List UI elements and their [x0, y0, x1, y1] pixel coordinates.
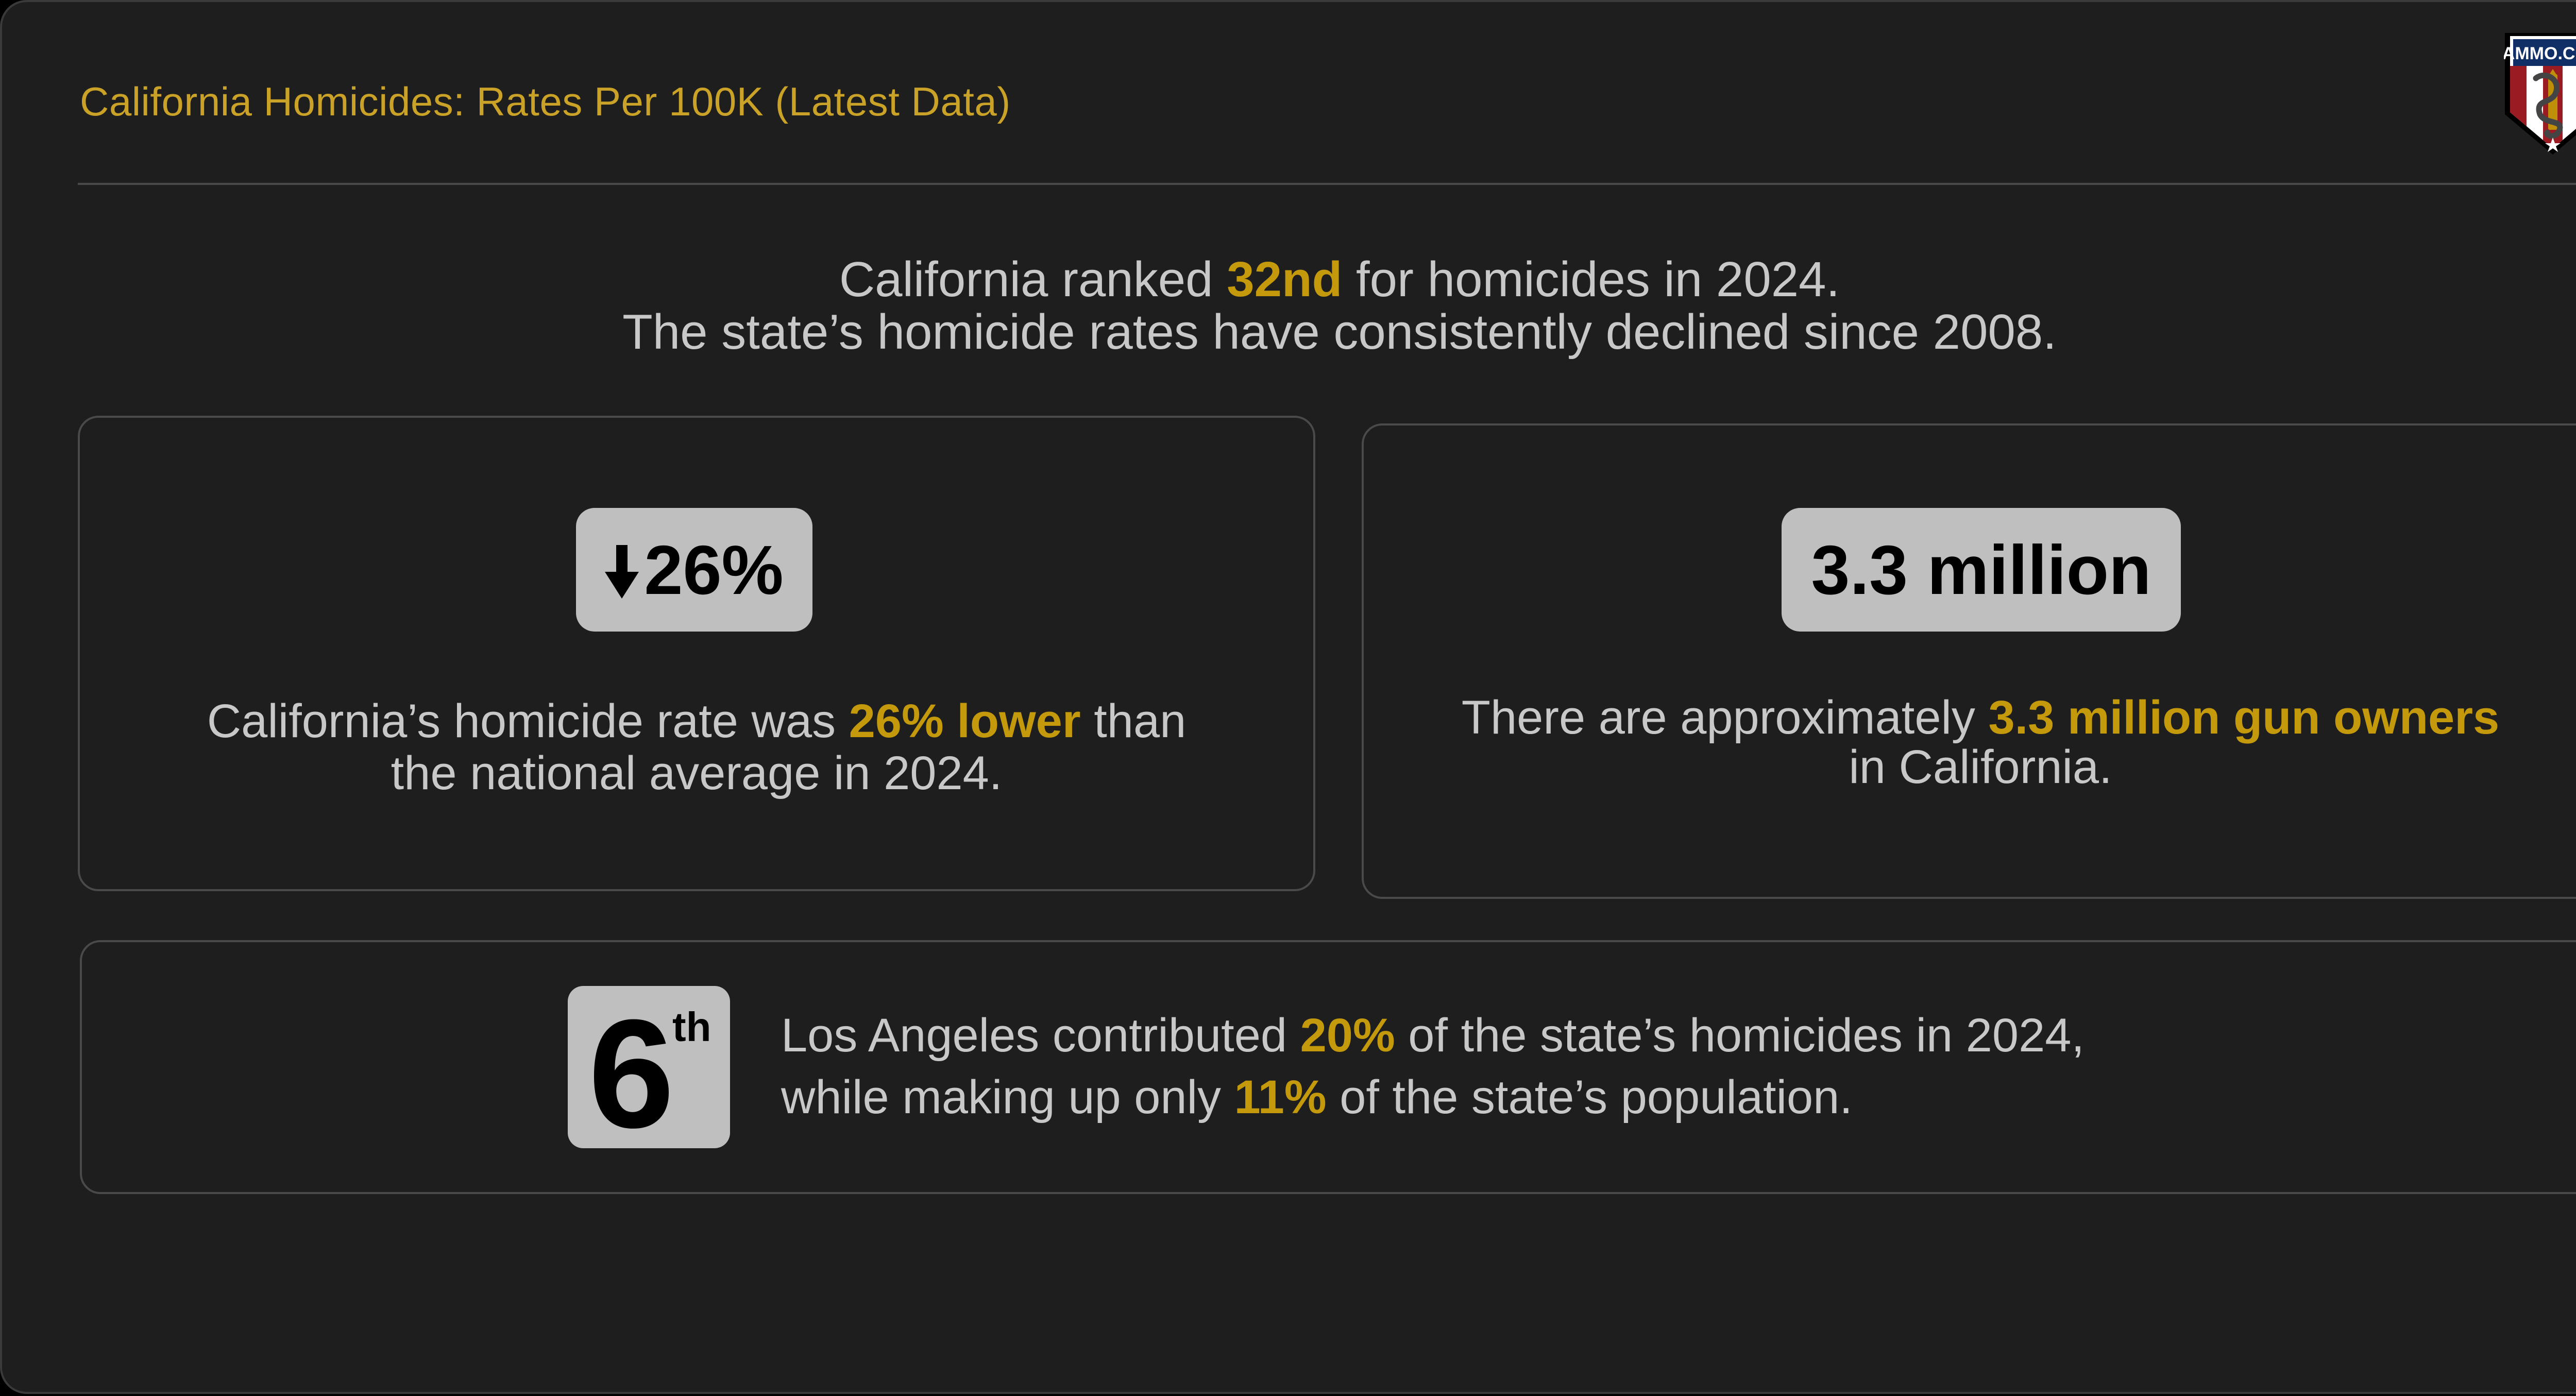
stat-description-los-angeles: Los Angeles contributed 20% of the state… [781, 1009, 2084, 1123]
rank-highlight: 32nd [1227, 252, 1343, 307]
svg-text:AMMO.COM: AMMO.COM [2504, 44, 2576, 63]
summary-line-2: The state’s homicide rates have consiste… [622, 304, 2057, 360]
rank-badge-6th: 6 th [568, 986, 730, 1151]
page-title: California Homicides: Rates Per 100K (La… [80, 79, 1011, 124]
stat-card-gun-owners [1362, 423, 2576, 899]
stat-description-gun-owners: There are approximately 3.3 million gun … [1461, 691, 2500, 793]
stat-badge-3-3-million: 3.3 million [1782, 508, 2181, 632]
header-divider [78, 183, 2576, 185]
summary-line-1: California ranked 32nd for homicides in … [839, 252, 1840, 307]
stat-description-rate: California’s homicide rate was 26% lower… [207, 695, 1187, 799]
stat-badge-26-percent: 26% [576, 508, 812, 632]
ammo-com-shield-logo-icon: AMMO.COM [2504, 33, 2576, 155]
down-arrow-icon [605, 545, 639, 599]
stat-card-los-angeles [80, 940, 2576, 1194]
stat-card-rate-vs-national [78, 416, 1315, 891]
